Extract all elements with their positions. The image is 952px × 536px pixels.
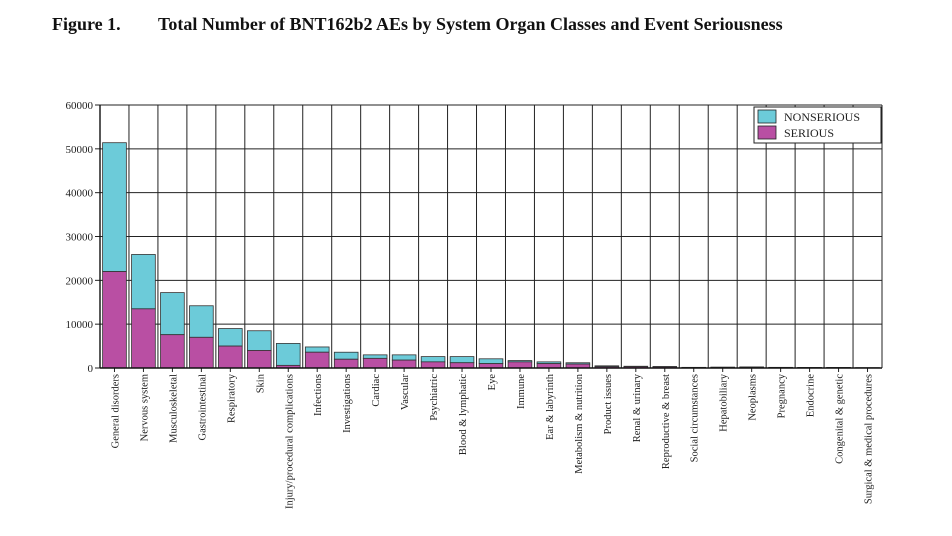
bar-nonserious	[333, 351, 359, 360]
chart-grid	[99, 104, 883, 369]
chart-bars	[102, 142, 880, 369]
y-tick-label: 0	[88, 363, 94, 375]
x-tick-label: Nervous system	[139, 374, 150, 441]
bar-serious	[362, 357, 388, 369]
x-tick-label: Metabolism & nutrition	[574, 373, 585, 473]
x-tick-label: Hepatobiliary	[719, 373, 730, 431]
bar-serious	[160, 334, 185, 369]
x-tick-label: Neoplasms	[748, 374, 759, 421]
figure-title: Total Number of BNT162b2 AEs by System O…	[158, 14, 783, 34]
bar-nonserious	[391, 354, 417, 361]
x-tick-label: Musculoskeletal	[168, 374, 179, 443]
bar-serious	[131, 308, 156, 369]
x-tick-label: Pregnancy	[777, 373, 788, 418]
bar-nonserious	[218, 328, 243, 347]
bar-serious	[333, 358, 359, 369]
x-tick-label: Eye	[487, 374, 498, 391]
bar-serious	[102, 271, 127, 369]
x-tick-label: Immune	[516, 374, 527, 409]
y-tick-label: 60000	[66, 100, 94, 112]
x-tick-label: Social circumstances	[690, 374, 701, 462]
x-tick-label: Renal & urinary	[632, 373, 643, 442]
y-tick-label: 50000	[66, 144, 94, 156]
y-tick-label: 10000	[66, 319, 94, 331]
x-tick-label: Reproductive & breast	[661, 374, 672, 469]
figure-label: Figure 1.	[52, 14, 121, 34]
bar-nonserious	[102, 142, 127, 272]
x-tick-label: Endocrine	[806, 374, 817, 417]
bar-nonserious	[420, 356, 446, 363]
x-tick-label: Infections	[313, 374, 324, 416]
y-tick-label: 30000	[66, 232, 94, 244]
x-tick-label: Respiratory	[226, 373, 237, 423]
chart-axes	[95, 104, 882, 372]
x-tick-label: Surgical & medical procedures	[864, 374, 875, 504]
bar-serious	[247, 350, 272, 369]
bar-nonserious	[247, 330, 272, 351]
x-tick-label: Ear & labyrinth	[545, 373, 556, 440]
x-tick-label: Cardiac	[371, 374, 382, 407]
bar-nonserious	[478, 358, 504, 365]
bar-nonserious	[131, 254, 156, 310]
x-tick-label: Product issues	[603, 374, 614, 434]
legend-swatch	[757, 109, 777, 124]
bar-serious	[420, 361, 446, 369]
y-tick-label: 40000	[66, 188, 94, 200]
y-tick-label: 20000	[66, 275, 94, 287]
bar-serious	[189, 336, 214, 369]
x-tick-label: Blood & lymphatic	[458, 374, 469, 455]
x-tick-label: Congenital & genetic	[835, 374, 846, 464]
x-tick-label: Psychiatric	[429, 374, 440, 421]
bar-serious	[304, 351, 330, 369]
bar-nonserious	[362, 354, 388, 359]
bar-nonserious	[304, 346, 330, 353]
x-tick-label: Skin	[255, 373, 266, 393]
x-tick-label: Vascular	[400, 374, 411, 411]
bar-nonserious	[275, 343, 301, 366]
bar-serious	[507, 361, 533, 369]
x-tick-label: Injury/procedural complications	[284, 374, 295, 509]
y-axis-ticks: 0 10000 20000 30000 40000 50000 60000	[66, 100, 94, 375]
bar-serious	[449, 362, 475, 369]
x-axis-labels: General disorders Nervous system Musculosk…	[110, 373, 874, 509]
bar-serious	[391, 359, 417, 369]
legend-swatch	[757, 125, 777, 140]
x-tick-label: Investigations	[342, 374, 353, 433]
x-tick-label: General disorders	[110, 374, 121, 448]
x-tick-label: Gastrointestinal	[197, 374, 208, 441]
bar-nonserious	[189, 305, 214, 338]
legend-label: NONSERIOUS	[784, 110, 860, 124]
chart-legend: NONSERIOUS SERIOUS	[753, 106, 882, 144]
bar-serious	[218, 345, 243, 369]
bar-nonserious	[160, 292, 185, 336]
bar-nonserious	[449, 356, 475, 364]
legend-label: SERIOUS	[784, 126, 834, 140]
